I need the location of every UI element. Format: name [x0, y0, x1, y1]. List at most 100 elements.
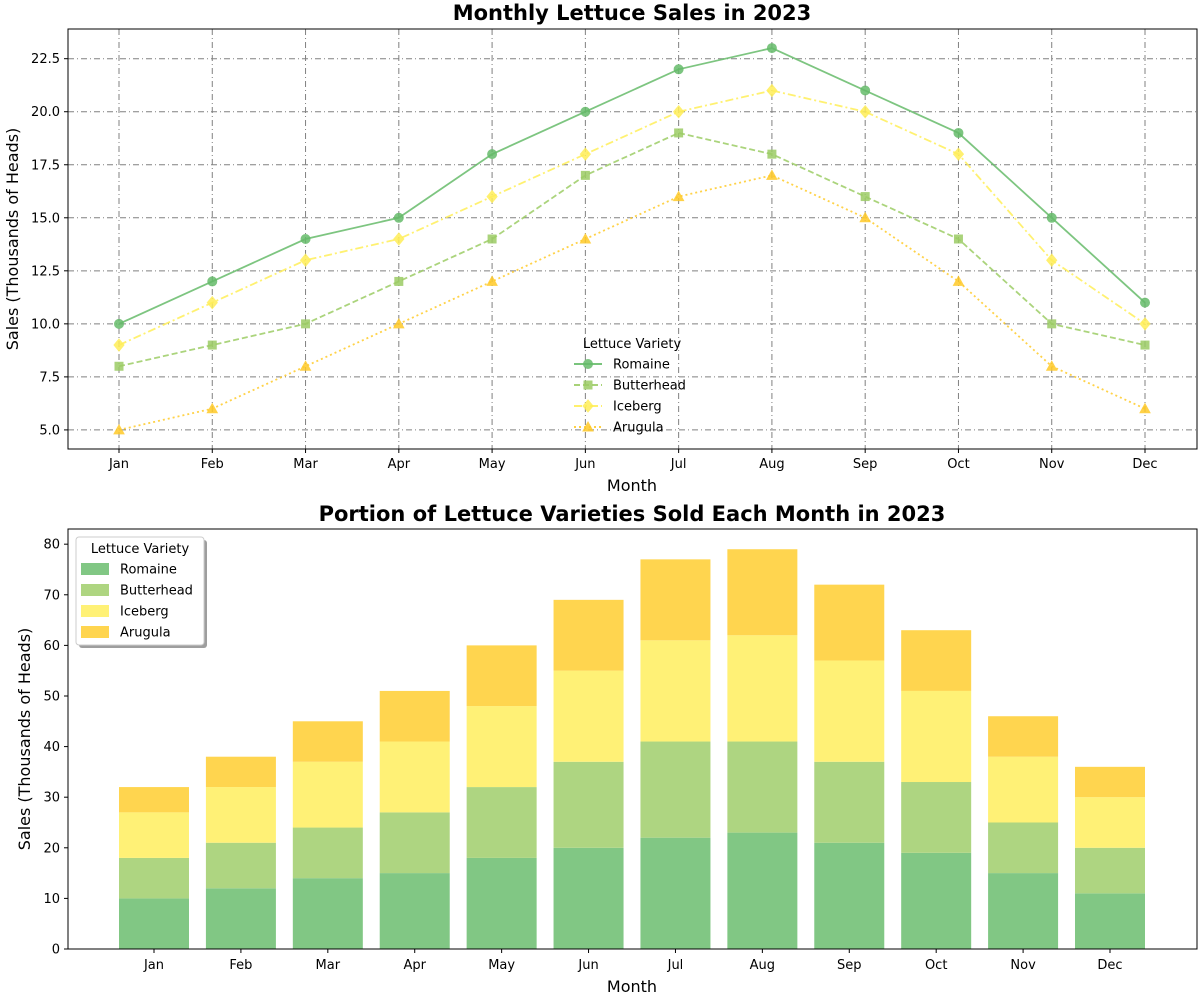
y-tick-label-22-5: 22.5 — [31, 52, 60, 67]
point-arugula-oct — [952, 275, 965, 286]
x-tick-label-jul: Jul — [670, 457, 687, 472]
bar-arugula-apr — [379, 690, 450, 742]
point-butterhead-nov — [1047, 319, 1057, 329]
line-chart-y-axis-label: Sales (Thousands of Heads) — [3, 128, 22, 351]
point-romaine-dec — [1140, 297, 1150, 308]
bar-iceberg-sep — [814, 660, 885, 762]
point-butterhead-sep — [860, 192, 870, 202]
bar-iceberg-jul — [640, 640, 711, 742]
point-arugula-mar — [299, 360, 312, 371]
y-tick-label-12-5: 12.5 — [31, 264, 60, 279]
line-butterhead — [118, 131, 1146, 368]
bar-arugula-nov — [988, 716, 1059, 757]
x-tick-label-mar: Mar — [293, 457, 318, 472]
line-chart-plot-frame — [67, 28, 1198, 450]
point-iceberg-feb — [206, 295, 218, 310]
bar-butterhead-apr — [379, 812, 450, 874]
y-tick-label-17-5: 17.5 — [31, 158, 60, 173]
y-tick-label-40: 40 — [43, 740, 60, 755]
line-chart-x-axis-label: Month — [607, 476, 657, 495]
bar-romaine-apr — [379, 873, 450, 949]
x-tick-label-feb: Feb — [201, 457, 224, 472]
y-tick-label-5-0: 5.0 — [39, 423, 60, 438]
point-iceberg-jul — [672, 104, 685, 119]
legend-swatch-romaine — [81, 563, 109, 575]
point-iceberg-aug — [766, 83, 778, 98]
point-romaine-apr — [393, 212, 404, 223]
point-romaine-jul — [673, 64, 684, 75]
bar-iceberg-may — [466, 706, 537, 788]
point-romaine-oct — [953, 127, 964, 138]
x-tick-label-nov: Nov — [1010, 958, 1036, 973]
y-tick-label-70: 70 — [43, 588, 60, 603]
point-arugula-nov — [1045, 360, 1058, 371]
y-tick-label-50: 50 — [43, 689, 60, 704]
point-arugula-may — [486, 275, 498, 286]
point-iceberg-may — [486, 189, 498, 204]
legend-label-romaine: Romaine — [120, 563, 177, 578]
bar-series-butterhead — [119, 741, 1145, 899]
bar-butterhead-jul — [640, 741, 711, 838]
legend-label-butterhead: Butterhead — [613, 379, 686, 394]
point-butterhead-may — [487, 234, 497, 244]
x-tick-label-dec: Dec — [1132, 457, 1157, 472]
point-arugula-jun — [579, 232, 592, 244]
legend-label-butterhead: Butterhead — [120, 584, 193, 599]
point-arugula-feb — [206, 402, 219, 414]
y-tick-label-20-0: 20.0 — [31, 105, 60, 120]
x-tick-label-jul: Jul — [667, 958, 684, 973]
x-tick-label-jun: Jun — [577, 958, 598, 973]
bar-chart-bars — [119, 549, 1145, 949]
bar-butterhead-feb — [205, 842, 276, 889]
point-butterhead-dec — [1140, 340, 1150, 350]
x-tick-label-jan: Jan — [108, 457, 129, 472]
bar-butterhead-jan — [119, 857, 189, 899]
bar-arugula-jul — [640, 559, 711, 641]
bar-arugula-mar — [292, 721, 363, 762]
point-romaine-jun — [580, 106, 591, 117]
x-tick-label-apr: Apr — [388, 457, 411, 472]
bar-iceberg-nov — [988, 756, 1059, 823]
point-romaine-sep — [860, 85, 871, 96]
x-tick-label-feb: Feb — [229, 958, 252, 973]
x-tick-label-aug: Aug — [750, 958, 775, 973]
x-tick-label-jan: Jan — [143, 958, 164, 973]
bar-arugula-aug — [727, 549, 798, 636]
point-romaine-may — [487, 149, 498, 160]
bar-romaine-may — [466, 857, 537, 949]
y-tick-label-30: 30 — [43, 791, 60, 806]
y-tick-label-20: 20 — [43, 841, 60, 856]
x-tick-label-sep: Sep — [853, 457, 878, 472]
point-butterhead-oct — [953, 234, 963, 244]
x-tick-label-apr: Apr — [403, 958, 426, 973]
line-chart-series — [113, 43, 1151, 435]
point-romaine-feb — [207, 276, 218, 287]
point-romaine-aug — [766, 43, 777, 54]
bar-iceberg-jan — [119, 812, 189, 858]
line-chart-legend-title: Lettuce Variety — [583, 337, 682, 352]
point-iceberg-nov — [1046, 253, 1058, 267]
point-iceberg-apr — [393, 232, 405, 246]
legend-marker-romaine — [583, 359, 593, 369]
legend-swatch-arugula — [81, 626, 109, 638]
point-romaine-mar — [300, 234, 311, 244]
line-chart-ticks: 5.0 7.5 10.0 12.5 15.0 17.5 20.0 22.5 Jan Feb Mar A… — [31, 52, 1158, 472]
legend-marker-arugula — [582, 420, 594, 432]
bar-arugula-feb — [205, 756, 276, 788]
x-tick-label-nov: Nov — [1039, 457, 1065, 472]
bar-iceberg-jun — [553, 670, 624, 762]
point-arugula-apr — [392, 317, 405, 329]
bar-chart-plot-frame — [67, 528, 1198, 950]
x-tick-label-mar: Mar — [316, 958, 341, 973]
point-arugula-aug — [766, 169, 778, 180]
series-iceberg — [113, 83, 1151, 352]
series-arugula — [113, 169, 1151, 435]
bar-butterhead-may — [466, 787, 537, 858]
bar-chart-ticks: 0 10 20 30 40 50 60 70 80 Jan Feb Mar Apr May Jun Jul Au… — [43, 538, 1122, 973]
bar-butterhead-oct — [901, 782, 972, 853]
bar-romaine-feb — [205, 888, 276, 949]
series-butterhead — [114, 128, 1150, 371]
stacked-bar-chart: Portion of Lettuce Varieties Sold Each M… — [15, 502, 1198, 996]
bar-arugula-oct — [901, 630, 972, 691]
line-chart-title: Monthly Lettuce Sales in 2023 — [453, 1, 812, 25]
